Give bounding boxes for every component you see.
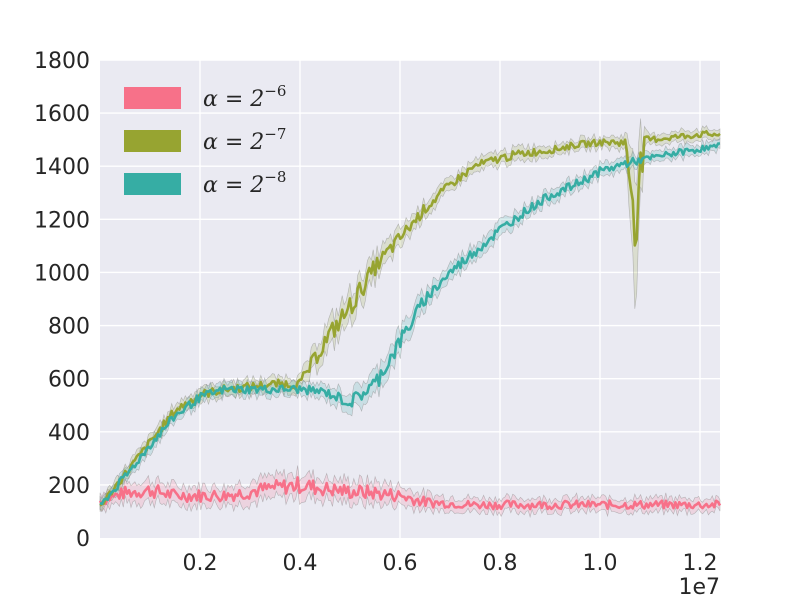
y-axis-ticks: 0 200 400 600 800 1000 1200 1400 1600 1800	[34, 49, 90, 552]
y-tick-label: 800	[48, 315, 90, 340]
plot-background	[100, 60, 720, 538]
line-series-2	[99, 142, 721, 506]
series-lines	[98, 130, 722, 511]
band-series-2	[99, 138, 721, 510]
x-tick-label: 0.4	[283, 551, 318, 576]
x-tick-label: 0.2	[183, 551, 218, 576]
confidence-bands	[99, 118, 721, 518]
band-series-0	[99, 465, 721, 518]
line-series-0	[98, 476, 722, 511]
x-tick-label: 0.6	[383, 551, 418, 576]
y-tick-label: 1800	[34, 49, 90, 74]
x-axis-ticks: 0.2 0.4 0.6 0.8 1.0 1.2	[183, 551, 718, 576]
legend-swatch	[124, 130, 181, 152]
x-tick-label: 0.8	[483, 551, 518, 576]
legend-swatch	[124, 173, 181, 195]
grid-lines	[100, 59, 720, 538]
legend-label: α = 2−8	[203, 168, 286, 198]
y-tick-label: 600	[48, 368, 90, 393]
y-tick-label: 1600	[34, 102, 90, 127]
y-tick-label: 1400	[34, 155, 90, 180]
x-axis-offset-label: 1e7	[678, 575, 720, 600]
y-tick-label: 400	[48, 421, 90, 446]
y-tick-label: 0	[76, 527, 90, 552]
y-tick-label: 1200	[34, 208, 90, 233]
y-tick-label: 200	[48, 474, 90, 499]
x-tick-label: 1.2	[683, 551, 718, 576]
legend-swatch	[124, 87, 181, 109]
legend: α = 2−6α = 2−7α = 2−8	[124, 82, 286, 198]
y-tick-label: 1000	[34, 261, 90, 286]
x-tick-label: 1.0	[583, 551, 618, 576]
